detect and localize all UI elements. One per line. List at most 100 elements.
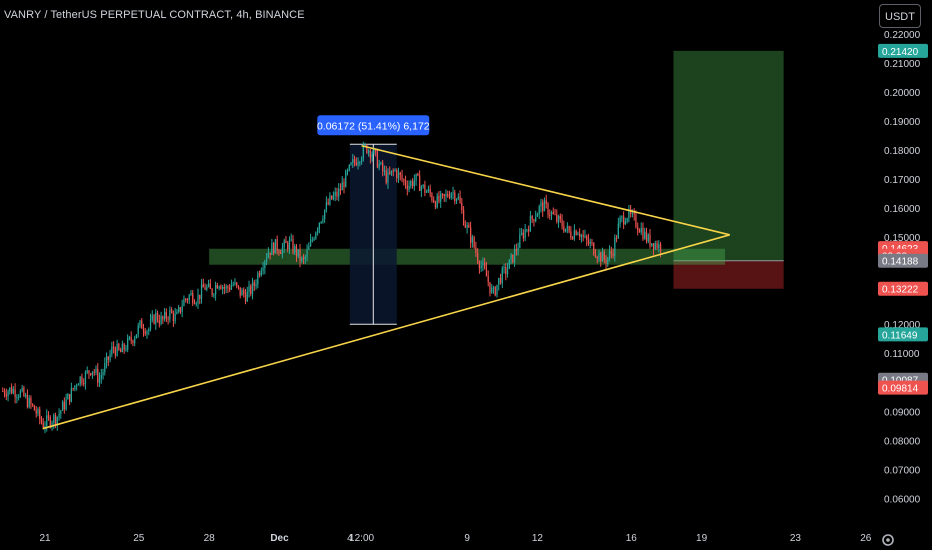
candle-body bbox=[352, 159, 354, 163]
candle-body bbox=[251, 282, 254, 294]
candle-body bbox=[418, 175, 421, 191]
candle-body bbox=[594, 254, 597, 258]
candle-body bbox=[290, 239, 292, 241]
candle-body bbox=[222, 286, 224, 289]
measure-label: 0.06172 (51.41%) 6,172 bbox=[317, 120, 430, 132]
candle-body bbox=[276, 239, 278, 251]
candle-body bbox=[512, 254, 514, 263]
candle-body bbox=[499, 277, 502, 284]
candle-body bbox=[346, 170, 349, 172]
candle-body bbox=[642, 227, 644, 239]
candle-body bbox=[494, 287, 496, 296]
candle-body bbox=[26, 395, 29, 407]
candle-body bbox=[301, 257, 303, 262]
candle-body bbox=[271, 243, 273, 255]
candle-body bbox=[288, 240, 291, 250]
candle-body bbox=[83, 383, 85, 385]
candle-body bbox=[267, 252, 269, 258]
candle-body bbox=[415, 173, 417, 181]
candle-body bbox=[97, 368, 99, 383]
candle-body bbox=[443, 194, 445, 197]
candle-body bbox=[647, 234, 649, 242]
chart-title: VANRY / TetherUS PERPETUAL CONTRACT, 4h,… bbox=[4, 9, 305, 21]
candle-body bbox=[536, 213, 539, 217]
candle-body bbox=[111, 346, 113, 354]
x-tick-label: 19 bbox=[696, 533, 708, 544]
candle-body bbox=[468, 225, 470, 228]
candle-body bbox=[447, 194, 449, 197]
candle-body bbox=[531, 216, 533, 220]
candle-body bbox=[645, 231, 648, 242]
candle-body bbox=[473, 237, 475, 248]
candle-body bbox=[438, 195, 440, 202]
candle-body bbox=[19, 390, 22, 397]
candle-body bbox=[540, 202, 542, 207]
candle-body bbox=[153, 315, 155, 324]
candle-body bbox=[348, 164, 350, 171]
candle-body bbox=[244, 294, 247, 302]
candle-body bbox=[582, 235, 584, 237]
target-zone bbox=[673, 50, 784, 261]
candle-body bbox=[404, 180, 407, 186]
candle-body bbox=[10, 387, 13, 394]
candle-body bbox=[513, 249, 516, 263]
candle-body bbox=[100, 375, 102, 379]
candle-body bbox=[65, 399, 67, 410]
candle-body bbox=[593, 242, 595, 255]
candle-body bbox=[17, 396, 20, 398]
candle-body bbox=[91, 371, 94, 375]
candle-body bbox=[40, 418, 43, 423]
candle-body bbox=[3, 391, 6, 395]
gear-icon[interactable] bbox=[880, 532, 896, 548]
candle-body bbox=[557, 215, 560, 222]
candle-body bbox=[213, 294, 215, 296]
y-tick-label: 0.21000 bbox=[884, 59, 921, 70]
currency-button[interactable]: USDT bbox=[879, 4, 921, 28]
candle-body bbox=[517, 247, 519, 251]
candle-body bbox=[151, 315, 153, 320]
candle-body bbox=[566, 226, 568, 229]
x-tick-label: 12 bbox=[532, 533, 544, 544]
candle-body bbox=[88, 370, 90, 374]
candle-body bbox=[336, 192, 338, 197]
candle-body bbox=[649, 234, 651, 246]
candle-body bbox=[491, 288, 493, 293]
candle-body bbox=[478, 261, 481, 269]
candle-body bbox=[58, 413, 60, 417]
candle-body bbox=[464, 224, 466, 228]
candle-body bbox=[420, 186, 423, 191]
candle-body bbox=[608, 251, 611, 258]
price-badge bbox=[878, 43, 928, 58]
candle-body bbox=[264, 261, 266, 269]
candle-body bbox=[67, 394, 69, 400]
candle-body bbox=[411, 181, 414, 187]
candle-body bbox=[496, 284, 498, 296]
candle-body bbox=[441, 193, 444, 195]
candle-body bbox=[211, 288, 213, 295]
candle-body bbox=[144, 331, 146, 335]
candle-body bbox=[197, 294, 199, 304]
candle-body bbox=[47, 415, 50, 418]
candle-body bbox=[287, 243, 289, 250]
price-badge bbox=[878, 380, 928, 395]
candle-body bbox=[403, 179, 405, 181]
candle-body bbox=[128, 337, 131, 339]
candle-body bbox=[422, 184, 424, 187]
candle-body bbox=[23, 387, 25, 397]
candle-body bbox=[207, 283, 210, 287]
candle-body bbox=[431, 193, 433, 201]
candle-body bbox=[295, 246, 298, 257]
candle-body bbox=[434, 202, 437, 208]
candle-body bbox=[635, 214, 637, 227]
candle-body bbox=[452, 192, 454, 194]
candle-body bbox=[70, 388, 73, 402]
candle-body bbox=[104, 363, 106, 373]
candle-body bbox=[60, 410, 62, 414]
candle-body bbox=[278, 250, 280, 253]
candle-body bbox=[631, 212, 634, 214]
candle-body bbox=[33, 405, 36, 411]
candle-body bbox=[322, 219, 324, 222]
candle-body bbox=[520, 232, 523, 235]
candle-body bbox=[304, 256, 306, 259]
